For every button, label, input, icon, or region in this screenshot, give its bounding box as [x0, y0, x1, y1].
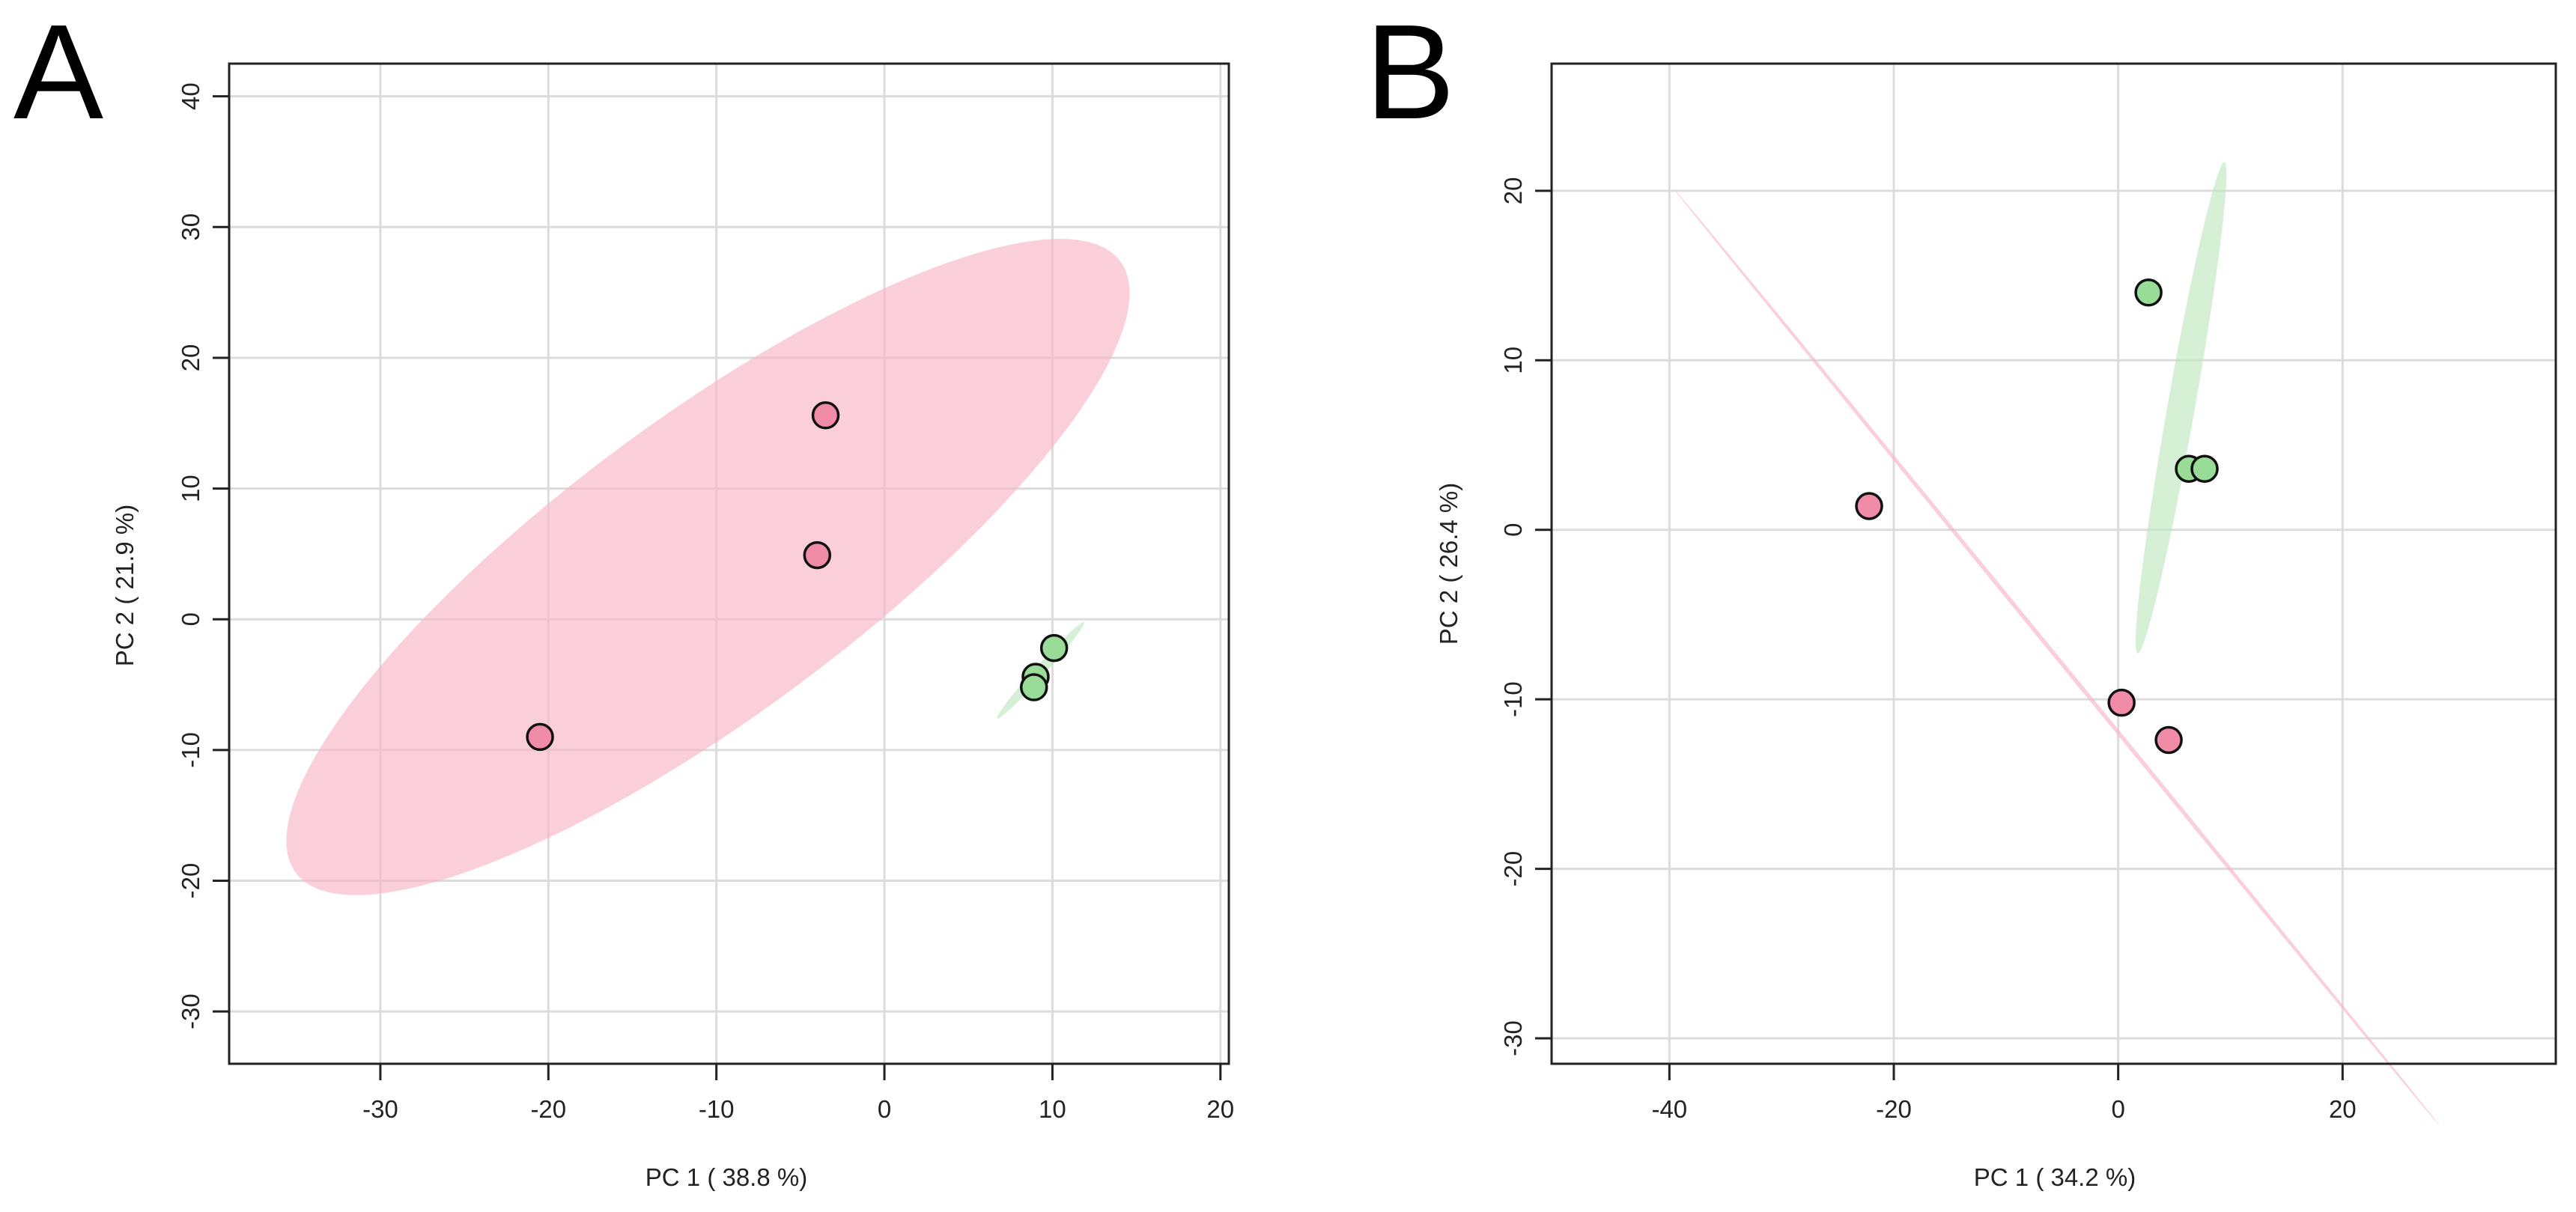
x-tick-label: -30: [362, 1095, 398, 1123]
group-2-point: [2134, 278, 2163, 307]
group-1-point: [2154, 725, 2183, 755]
y-tick-label: 20: [1499, 177, 1527, 204]
group-1-point: [1855, 492, 1883, 520]
y-tick-label: -30: [1499, 1020, 1527, 1056]
x-tick-label: -20: [1876, 1095, 1912, 1123]
x-tick-label: -20: [530, 1095, 566, 1123]
group-2-point: [2190, 454, 2219, 483]
y-axis-label: PC 2 ( 21.9 %): [111, 505, 139, 666]
panel-a-letter: A: [13, 0, 103, 147]
y-axis-label: PC 2 ( 26.4 %): [1435, 483, 1462, 645]
y-tick-label: -10: [1499, 681, 1527, 717]
y-tick-label: 0: [177, 612, 204, 626]
y-tick-label: -10: [177, 732, 204, 768]
y-tick-label: -20: [177, 863, 204, 899]
x-axis-label: PC 1 ( 38.8 %): [645, 1163, 807, 1191]
group-2-point: [1039, 633, 1069, 663]
x-tick-label: 20: [2329, 1095, 2357, 1123]
panel-b-letter: B: [1365, 0, 1455, 147]
y-tick-label: 10: [177, 475, 204, 502]
group-2-ellipse: [2135, 162, 2227, 654]
x-tick-label: -10: [699, 1095, 735, 1123]
x-tick-label: 0: [2111, 1095, 2124, 1123]
y-tick-label: 10: [1499, 347, 1527, 374]
x-tick-label: 20: [1206, 1095, 1234, 1123]
x-axis-label: PC 1 ( 34.2 %): [1974, 1163, 2136, 1191]
group-1-ellipse: [286, 239, 1130, 895]
pca-plot-a: -30 -20 -10 0 10 20 -30 -20 -10 0 10 20 30 40 PC 1 ( 3…: [111, 62, 1234, 1191]
x-tick-label: 0: [878, 1095, 891, 1123]
x-tick-label: 10: [1039, 1095, 1066, 1123]
group-1-point: [803, 540, 832, 570]
x-tick-label: -40: [1651, 1095, 1687, 1123]
group-2-point: [1019, 673, 1048, 701]
y-tick-label: -30: [177, 993, 204, 1029]
y-tick-label: 30: [177, 213, 204, 241]
group-1-point: [811, 401, 840, 430]
y-tick-label: 40: [177, 82, 204, 110]
y-tick-label: -20: [1499, 851, 1527, 887]
pca-plot-b: -40 -20 0 20 -30 -20 -10 0 10 20 PC 1 ( 34.2 %) PC…: [1435, 62, 2557, 1191]
group-1-point: [526, 722, 554, 752]
plot-frame: [228, 62, 1230, 1065]
group-1-point: [2107, 688, 2136, 717]
y-tick-label: 20: [177, 344, 204, 372]
group-1-ellipse: [1672, 187, 2440, 1127]
plot-frame: [1550, 62, 2557, 1065]
y-tick-label: 0: [1499, 523, 1527, 537]
